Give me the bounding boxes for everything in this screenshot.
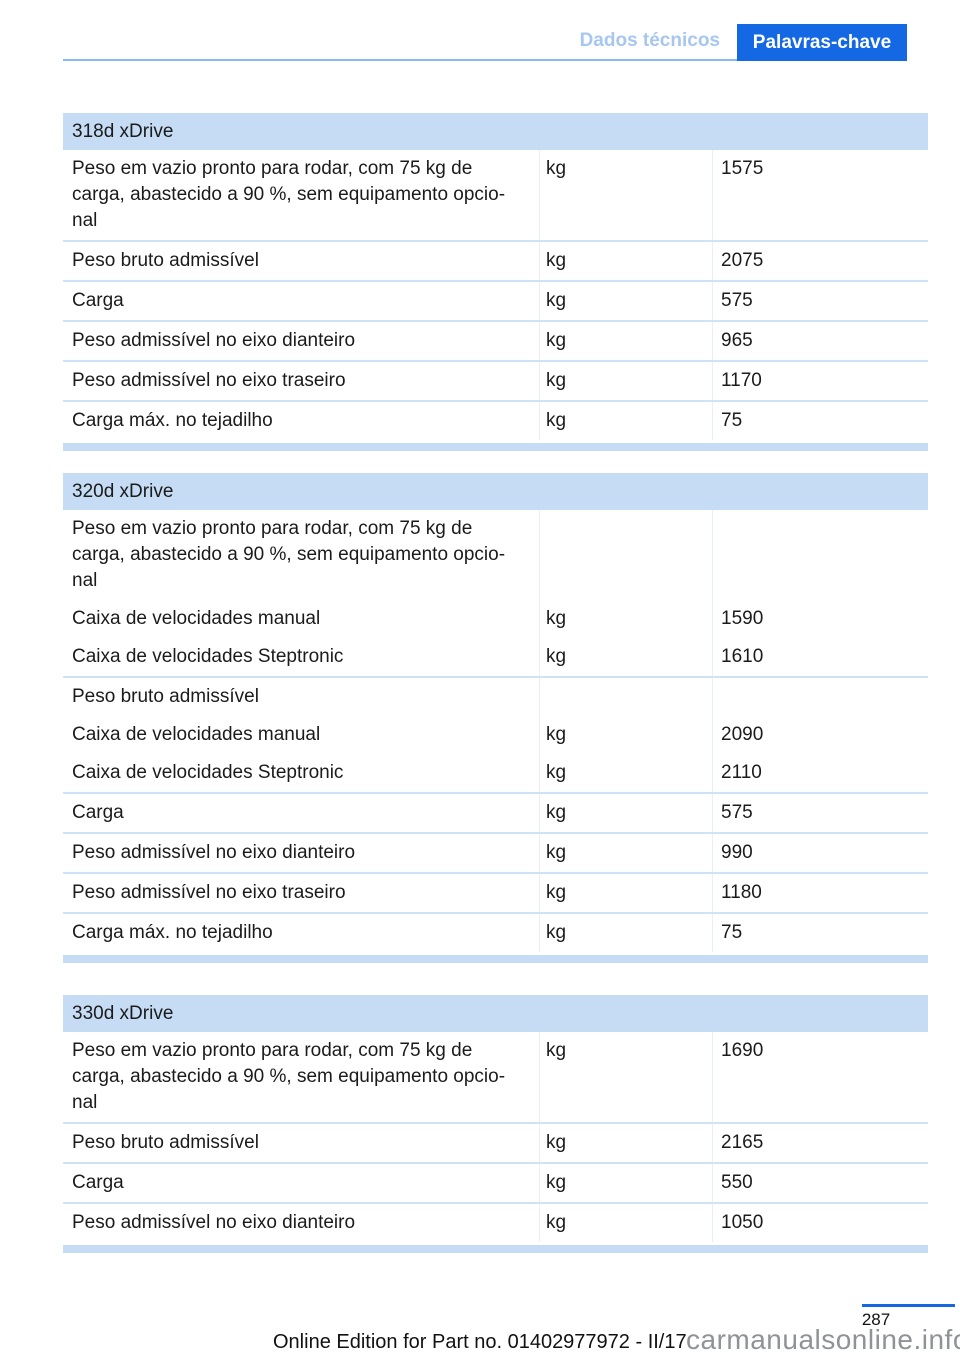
row-unit: kg: [539, 402, 712, 440]
table-row: Peso admissível no eixo dianteiro kg 965: [63, 322, 928, 362]
table-end-bar: [63, 443, 928, 451]
row-value: 1590: [712, 600, 928, 638]
page-number-divider: [862, 1304, 955, 1307]
row-label: Peso admissível no eixo dianteiro: [72, 330, 356, 351]
row-unit: kg: [539, 242, 712, 280]
row-value: 2090: [712, 716, 928, 754]
row-unit: kg: [539, 638, 712, 676]
table-row: Peso admissível no eixo traseiro kg 1170: [63, 362, 928, 402]
row-label: Peso admissível no eixo traseiro: [72, 370, 346, 391]
table-title: 318d xDrive: [63, 113, 928, 150]
row-label: Peso bruto admissível: [72, 250, 259, 271]
table-row: Carga máx. no tejadilho kg 75: [63, 914, 928, 952]
row-unit: kg: [539, 834, 712, 872]
table-row: Carga kg 575: [63, 794, 928, 834]
row-value: 575: [712, 794, 928, 832]
row-value: 2165: [712, 1124, 928, 1162]
table-row: Peso bruto admissível kg 2075: [63, 242, 928, 282]
row-unit: kg: [539, 1124, 712, 1162]
table-title: 330d xDrive: [63, 995, 928, 1032]
row-label: Peso bruto admissível: [72, 1132, 259, 1153]
row-value: [712, 510, 928, 600]
row-label: Carga: [72, 290, 124, 311]
table-end-bar: [63, 955, 928, 963]
row-label: Carga: [72, 802, 124, 823]
row-label: Peso admissível no eixo traseiro: [72, 882, 346, 903]
table-row: Caixa de velocidades Steptronic kg 1610: [63, 638, 928, 678]
table-row: Peso admissível no eixo dianteiro kg 105…: [63, 1204, 928, 1242]
row-value: 965: [712, 322, 928, 360]
table-row: Caixa de velocidades manual kg 1590: [63, 600, 928, 638]
row-unit: kg: [539, 282, 712, 320]
row-unit: kg: [539, 914, 712, 952]
table-row: Caixa de velocidades manual kg 2090: [63, 716, 928, 754]
row-unit: kg: [539, 362, 712, 400]
row-label: Peso em vazio pronto para rodar, com 75 …: [72, 518, 506, 591]
row-label: Carga: [72, 1172, 124, 1193]
row-value: 1575: [712, 150, 928, 240]
page-number: 287: [861, 1310, 891, 1329]
row-value: 1690: [712, 1032, 928, 1122]
row-value: 75: [712, 402, 928, 440]
table-row: Peso em vazio pronto para rodar, com 75 …: [63, 510, 928, 600]
row-unit: kg: [539, 874, 712, 912]
spec-table-320d-xdrive: 320d xDrive Peso em vazio pronto para ro…: [63, 473, 928, 963]
row-value: 75: [712, 914, 928, 952]
row-label: Carga máx. no tejadilho: [72, 410, 273, 431]
row-label: Peso em vazio pronto para rodar, com 75 …: [72, 158, 506, 231]
row-label: Caixa de velocidades manual: [72, 724, 321, 745]
edition-note: Online Edition for Part no. 01402977972 …: [273, 1331, 687, 1353]
row-unit: kg: [539, 716, 712, 754]
table-row: Peso bruto admissível: [63, 678, 928, 716]
table-title: 320d xDrive: [63, 473, 928, 510]
table-end-bar: [63, 1245, 928, 1253]
row-label: Caixa de velocidades Steptronic: [72, 646, 344, 667]
row-label: Caixa de velocidades Steptronic: [72, 762, 344, 783]
row-value: 550: [712, 1164, 928, 1202]
row-value: [712, 678, 928, 716]
row-value: 1180: [712, 874, 928, 912]
row-label: Carga máx. no tejadilho: [72, 922, 273, 943]
row-value: 1610: [712, 638, 928, 676]
table-row: Peso bruto admissível kg 2165: [63, 1124, 928, 1164]
row-value: 990: [712, 834, 928, 872]
table-row: Peso em vazio pronto para rodar, com 75 …: [63, 1032, 928, 1124]
spec-table-330d-xdrive: 330d xDrive Peso em vazio pronto para ro…: [63, 995, 928, 1253]
row-unit: kg: [539, 1032, 712, 1122]
watermark: carmanualsonline.info: [686, 1324, 960, 1355]
table-row: Carga máx. no tejadilho kg 75: [63, 402, 928, 440]
table-row: Peso admissível no eixo dianteiro kg 990: [63, 834, 928, 874]
row-unit: kg: [539, 1204, 712, 1242]
table-row: Carga kg 550: [63, 1164, 928, 1204]
row-label: Peso admissível no eixo dianteiro: [72, 1212, 356, 1233]
table-row: Carga kg 575: [63, 282, 928, 322]
breadcrumb[interactable]: Dados técnicos: [579, 30, 720, 51]
row-value: 575: [712, 282, 928, 320]
row-value: 2075: [712, 242, 928, 280]
row-value: 1050: [712, 1204, 928, 1242]
row-label: Peso admissível no eixo dianteiro: [72, 842, 356, 863]
table-row: Peso em vazio pronto para rodar, com 75 …: [63, 150, 928, 242]
row-unit: [539, 510, 712, 600]
spec-table-318d-xdrive: 318d xDrive Peso em vazio pronto para ro…: [63, 113, 928, 451]
row-label: Peso em vazio pronto para rodar, com 75 …: [72, 1040, 506, 1113]
row-unit: kg: [539, 600, 712, 638]
row-unit: kg: [539, 1164, 712, 1202]
row-unit: kg: [539, 754, 712, 792]
row-unit: [539, 678, 712, 716]
row-unit: kg: [539, 150, 712, 240]
row-value: 2110: [712, 754, 928, 792]
tab-palavras-chave[interactable]: Palavras-chave: [737, 24, 907, 61]
row-unit: kg: [539, 322, 712, 360]
row-unit: kg: [539, 794, 712, 832]
table-row: Caixa de velocidades Steptronic kg 2110: [63, 754, 928, 794]
header-divider: [63, 59, 737, 61]
row-label: Caixa de velocidades manual: [72, 608, 321, 629]
table-row: Peso admissível no eixo traseiro kg 1180: [63, 874, 928, 914]
row-label: Peso bruto admissível: [72, 686, 259, 707]
row-value: 1170: [712, 362, 928, 400]
